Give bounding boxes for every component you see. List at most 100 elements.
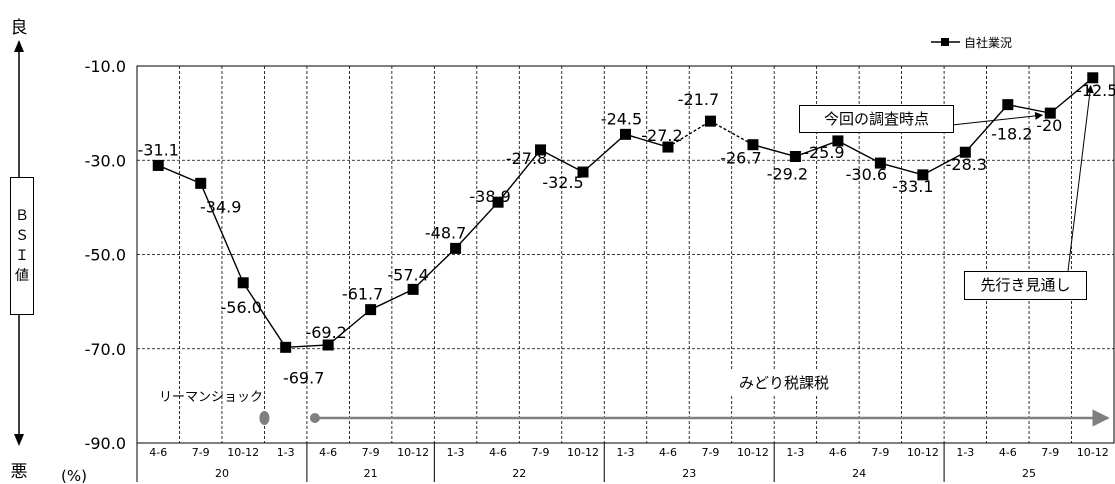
x-tick-label: 10-12 xyxy=(907,446,939,459)
series-segment xyxy=(667,120,711,148)
bsi-char-s: Ｓ xyxy=(15,228,29,244)
data-point xyxy=(195,177,207,189)
y-tick-label: -10.0 xyxy=(85,57,126,76)
series-segment xyxy=(412,247,457,290)
data-value-label: -28.3 xyxy=(946,155,987,174)
data-value-label: -56.0 xyxy=(220,298,261,317)
year-label: 24 xyxy=(852,467,866,480)
year-label: 23 xyxy=(682,467,696,480)
data-point xyxy=(1087,72,1099,84)
x-tick-label: 4-6 xyxy=(319,446,337,459)
data-value-label: -31.1 xyxy=(138,140,179,159)
x-tick-label: 4-6 xyxy=(659,446,677,459)
x-tick-label: 4-6 xyxy=(149,446,167,459)
data-value-label: -25.9 xyxy=(803,143,844,162)
midori-label-bg xyxy=(718,370,858,394)
data-point xyxy=(874,157,886,169)
x-tick-label: 1-3 xyxy=(786,446,804,459)
legend: 自社業況 xyxy=(931,35,1012,50)
x-tick-label: 1-3 xyxy=(277,446,295,459)
data-value-label: -20 xyxy=(1036,116,1062,135)
data-value-label: -27.2 xyxy=(641,126,682,145)
data-value-label: -26.7 xyxy=(720,149,761,168)
data-value-label: -29.2 xyxy=(767,164,808,183)
data-point xyxy=(832,135,844,147)
lehman-shock-label: リーマンショック xyxy=(159,390,263,405)
x-tick-label: 4-6 xyxy=(829,446,847,459)
survey-point-arrow xyxy=(951,111,1044,126)
x-tick-label: 10-12 xyxy=(397,446,429,459)
data-point xyxy=(917,169,929,181)
series-segment xyxy=(625,133,669,148)
y-axis-tick-labels: -10.0 -30.0 -50.0 -70.0 -90.0 xyxy=(85,57,126,453)
series-segment xyxy=(200,183,244,284)
good-label: 良 xyxy=(11,18,28,38)
y-tick-label: -90.0 xyxy=(85,434,126,453)
unit-label: (%) xyxy=(61,467,87,484)
data-point xyxy=(620,128,631,140)
x-tick-label: 4-6 xyxy=(489,446,507,459)
data-point xyxy=(662,141,674,153)
series-segment xyxy=(455,201,499,249)
series-segment xyxy=(1049,77,1094,114)
data-point xyxy=(1044,107,1056,119)
data-value-labels: -31.1 -34.9 -56.0 -69.7 -69.2 -61.7-57.4 -48.7… xyxy=(138,81,1115,388)
series-segment xyxy=(582,133,626,173)
data-value-label: -34.9 xyxy=(200,197,241,216)
data-value-label: -57.4 xyxy=(387,265,428,284)
data-point xyxy=(789,150,801,162)
data-point xyxy=(1002,99,1014,111)
data-value-label: -12.5 xyxy=(1076,81,1115,100)
series-segment xyxy=(540,149,584,173)
y-tick-label: -70.0 xyxy=(85,340,126,359)
series-jisha-gyokyo xyxy=(152,72,1099,353)
bsi-char-value: 値 xyxy=(15,268,29,284)
data-value-label: -18.2 xyxy=(991,125,1032,144)
data-point xyxy=(704,115,716,127)
x-tick-label: 1-3 xyxy=(956,446,974,459)
data-point xyxy=(747,139,759,151)
data-point xyxy=(577,166,589,178)
year-label: 25 xyxy=(1022,467,1036,480)
series-segment xyxy=(1007,103,1051,114)
data-value-label: -32.5 xyxy=(542,173,583,192)
series-segment xyxy=(752,144,796,158)
y-tick-label: -50.0 xyxy=(85,246,126,265)
data-value-label: -48.7 xyxy=(425,223,466,242)
data-point xyxy=(280,341,292,353)
x-tick-label: 7-9 xyxy=(192,446,210,459)
midori-tax-label: みどり税課税 xyxy=(739,374,829,392)
data-value-label: -61.7 xyxy=(342,285,383,304)
data-value-label: -38.9 xyxy=(469,187,510,206)
year-label: 20 xyxy=(215,467,229,480)
series-segment xyxy=(922,151,966,176)
data-point xyxy=(535,144,547,156)
x-tick-label: 1-3 xyxy=(447,446,465,459)
x-tick-label: 10-12 xyxy=(1077,446,1109,459)
legend-label: 自社業況 xyxy=(964,35,1012,50)
bad-label: 悪 xyxy=(11,462,28,482)
data-point xyxy=(237,277,249,289)
series-segment xyxy=(285,344,329,349)
series-segment xyxy=(795,140,839,158)
data-value-label: -69.7 xyxy=(283,368,324,387)
series-segment xyxy=(497,149,542,203)
series-segment xyxy=(327,309,372,346)
x-tick-label: 1-3 xyxy=(617,446,635,459)
data-value-label: -24.5 xyxy=(601,109,642,128)
year-label: 22 xyxy=(512,467,526,480)
x-tick-label: 7-9 xyxy=(701,446,719,459)
x-tick-label: 7-9 xyxy=(1041,446,1059,459)
series-segment xyxy=(964,104,1009,153)
series-segment xyxy=(837,140,881,164)
bad-arrowhead xyxy=(14,434,24,446)
data-value-label: -21.7 xyxy=(678,90,719,109)
legend-marker xyxy=(941,38,949,46)
year-labels: 20 21 22 23 24 25 xyxy=(136,443,1036,482)
bsi-axis-title: Ｂ Ｓ Ｉ 値 xyxy=(10,177,34,315)
bsi-char-i: Ｉ xyxy=(15,248,29,264)
data-value-label: -33.1 xyxy=(892,177,933,196)
good-arrowhead xyxy=(14,40,24,52)
outlook-arrow xyxy=(1067,84,1094,272)
